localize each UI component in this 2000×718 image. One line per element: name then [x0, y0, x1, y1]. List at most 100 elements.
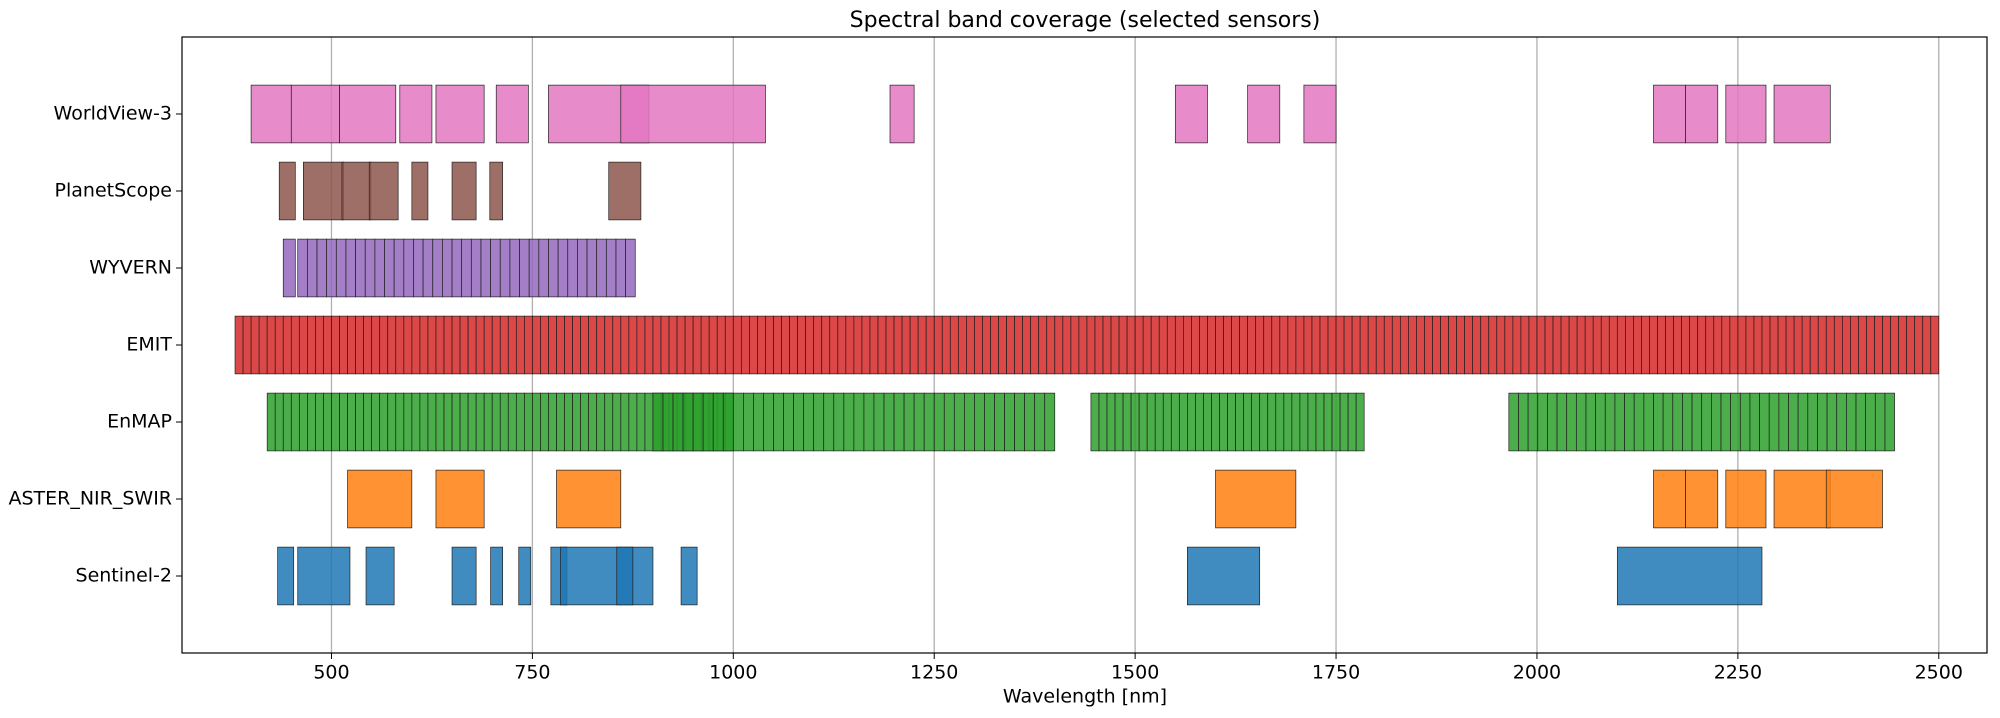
band-bar — [1833, 315, 1843, 375]
band-bar — [580, 392, 589, 452]
band-bar — [1122, 392, 1132, 452]
band-bar — [1641, 315, 1650, 375]
band-bar — [266, 392, 276, 452]
band-bar — [1174, 315, 1184, 375]
band-bar — [1701, 392, 1712, 452]
band-bar — [1207, 315, 1216, 375]
band-bar — [1006, 315, 1015, 375]
band-bar — [604, 315, 614, 375]
band-bar — [395, 315, 405, 375]
band-bar — [883, 392, 895, 452]
band-bar — [1456, 315, 1465, 375]
band-bar — [1279, 315, 1289, 375]
band-bar — [266, 315, 276, 375]
band-bar — [1070, 315, 1080, 375]
band-bar — [1858, 315, 1867, 375]
band-bar — [1166, 315, 1176, 375]
band-bar — [612, 315, 622, 375]
band-bar — [524, 392, 533, 452]
chart-title: Spectral band coverage (selected sensors… — [850, 8, 1321, 33]
band-bar — [1146, 392, 1156, 452]
band-bar — [789, 315, 798, 375]
band-bar — [682, 392, 694, 452]
band-bar — [652, 315, 662, 375]
band-bar — [1508, 392, 1519, 452]
band-bar — [307, 238, 318, 298]
band-bar — [805, 315, 815, 375]
band-bar — [339, 315, 348, 375]
band-bar — [540, 315, 549, 375]
band-bar — [1866, 315, 1875, 375]
band-bar — [1720, 392, 1731, 452]
band-bar — [387, 315, 397, 375]
band-bar — [1662, 392, 1674, 452]
band-bar — [1391, 315, 1401, 375]
band-bar — [548, 238, 559, 298]
band-bar — [1614, 392, 1625, 452]
band-bar — [572, 392, 581, 452]
x-tick-label: 2000 — [1513, 662, 1561, 684]
band-bar — [1817, 315, 1827, 375]
band-bar — [588, 315, 598, 375]
band-bar — [323, 392, 332, 452]
band-bar — [509, 238, 520, 298]
band-bar — [628, 392, 638, 452]
band-bar — [1773, 469, 1831, 529]
band-bar — [1600, 315, 1610, 375]
band-bar — [572, 315, 581, 375]
band-bar — [403, 315, 413, 375]
band-bar — [557, 238, 569, 298]
band-bar — [843, 392, 855, 452]
band-bar — [234, 315, 244, 375]
band-bar — [732, 315, 742, 375]
y-tick-label: Sentinel-2 — [76, 565, 172, 587]
band-bar — [1846, 392, 1857, 452]
band-bar — [363, 392, 373, 452]
band-bar — [1223, 315, 1232, 375]
band-bar — [1817, 392, 1828, 452]
band-bar — [1170, 392, 1180, 452]
band-bar — [1231, 315, 1240, 375]
band-bar — [331, 315, 340, 375]
band-bar — [1343, 315, 1353, 375]
band-bar — [943, 392, 955, 452]
band-bar — [411, 315, 421, 375]
x-tick-label: 1250 — [910, 662, 958, 684]
band-bar — [1440, 315, 1449, 375]
band-bar — [765, 315, 774, 375]
band-bar — [1653, 84, 1686, 144]
band-bar — [1825, 315, 1835, 375]
band-bar — [1174, 84, 1208, 144]
band-bar — [1126, 315, 1136, 375]
band-bar — [749, 315, 758, 375]
band-bar — [1689, 315, 1699, 375]
band-bar — [274, 315, 284, 375]
band-bar — [515, 315, 525, 375]
x-tick-label: 500 — [313, 662, 349, 684]
band-bar — [1022, 315, 1032, 375]
band-bar — [1480, 315, 1490, 375]
band-bar — [863, 392, 875, 452]
band-bar — [652, 392, 664, 452]
band-bar — [692, 315, 702, 375]
band-bar — [499, 315, 509, 375]
band-bar — [467, 315, 477, 375]
band-bar — [1890, 315, 1899, 375]
band-bar — [845, 315, 855, 375]
band-bar — [1547, 392, 1558, 452]
band-bar — [422, 238, 434, 298]
band-bar — [813, 392, 825, 452]
band-bar — [1114, 392, 1124, 452]
band-bar — [1544, 315, 1554, 375]
band-bar — [998, 315, 1007, 375]
band-bar — [1749, 392, 1760, 452]
band-bar — [564, 392, 573, 452]
band-bar — [636, 392, 646, 452]
x-tick-label: 2500 — [1915, 662, 1963, 684]
band-bar — [1560, 315, 1570, 375]
band-bar — [753, 392, 764, 452]
band-bar — [282, 315, 292, 375]
band-bar — [1725, 84, 1767, 144]
band-bar — [282, 238, 296, 298]
band-bar — [869, 315, 879, 375]
